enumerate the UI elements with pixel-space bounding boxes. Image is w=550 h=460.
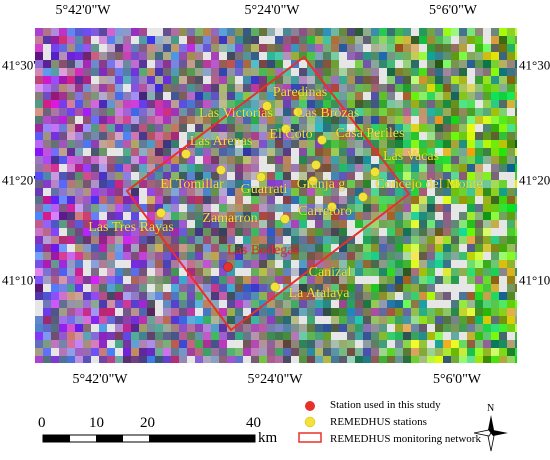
station-marker	[156, 208, 166, 218]
station-label: Concejo del Monte	[375, 177, 483, 192]
right-tick-label: 41°30'0"N	[519, 57, 550, 73]
station-label: Paredinas	[272, 85, 328, 100]
scale-bar-graphic	[42, 434, 256, 443]
bottom-tick-label: 5°42'0"W	[72, 372, 128, 387]
used-station-marker	[223, 262, 233, 272]
station-marker	[181, 149, 191, 159]
station-marker	[370, 167, 380, 177]
legend-red-dot	[305, 401, 315, 411]
station-label: Las Victorias	[199, 106, 273, 121]
station-label: Zamarron	[202, 211, 258, 226]
station-label: Guarrati	[240, 182, 288, 197]
station-marker	[256, 172, 266, 182]
station-label: Las Tres Rayas	[88, 220, 174, 235]
station-label: La Atalaya	[288, 286, 350, 301]
station-marker	[280, 214, 290, 224]
station-marker	[327, 202, 337, 212]
scale-label: 0	[38, 415, 46, 431]
legend-yellow-dot	[304, 416, 316, 428]
legend-label: REMEDHUS stations	[330, 416, 427, 428]
station-label: Las Bodegas	[227, 243, 299, 258]
raster-pixels	[35, 28, 517, 363]
satellite-map: Paredinas Las Victorias Las Brozas El Coto C…	[35, 28, 517, 363]
scale-label: 20	[140, 415, 155, 431]
station-markers	[156, 101, 380, 292]
bottom-tick-label: 5°6'0"W	[432, 372, 482, 387]
station-label: Las Brozas	[296, 106, 360, 121]
legend-symbols	[298, 401, 322, 443]
north-label: N	[487, 403, 495, 414]
bottom-tick-label: 5°24'0"W	[247, 372, 303, 387]
scale-label: 10	[89, 415, 104, 431]
legend-label: Station used in this study	[330, 399, 441, 411]
scale-unit: km	[258, 430, 278, 446]
top-tick-label: 5°42'0"W	[55, 3, 111, 18]
station-label: Canizal	[308, 265, 352, 280]
station-marker	[317, 135, 327, 145]
station-marker	[281, 124, 291, 134]
station-marker	[308, 176, 318, 186]
top-tick-label: 5°24'0"W	[244, 3, 300, 18]
station-label: Las Arenas	[189, 134, 253, 149]
top-tick-label: 5°6'0"W	[428, 3, 478, 18]
station-label: Granja g	[296, 177, 346, 192]
station-label: El Coto	[269, 127, 313, 142]
station-marker	[311, 160, 321, 170]
right-tick-label: 41°20'0"N	[519, 172, 550, 188]
monitoring-network-outline	[125, 55, 411, 332]
station-marker	[216, 165, 226, 175]
station-marker	[270, 282, 280, 292]
scale-label: 40	[246, 415, 261, 431]
station-marker	[358, 192, 368, 202]
station-label: Carretoro	[298, 204, 352, 219]
station-marker	[262, 101, 272, 111]
station-marker	[293, 107, 303, 117]
compass-rose-icon	[473, 415, 508, 452]
legend-red-rectangle	[298, 432, 322, 443]
satellite-raster	[35, 28, 517, 363]
station-label: Las Vacas	[382, 149, 440, 164]
legend-label: REMEDHUS monitoring network	[330, 433, 481, 445]
station-label: El Tomillar	[160, 177, 224, 192]
station-label: Casa Periles	[335, 126, 405, 141]
right-tick-label: 41°10'0"N	[519, 272, 550, 288]
